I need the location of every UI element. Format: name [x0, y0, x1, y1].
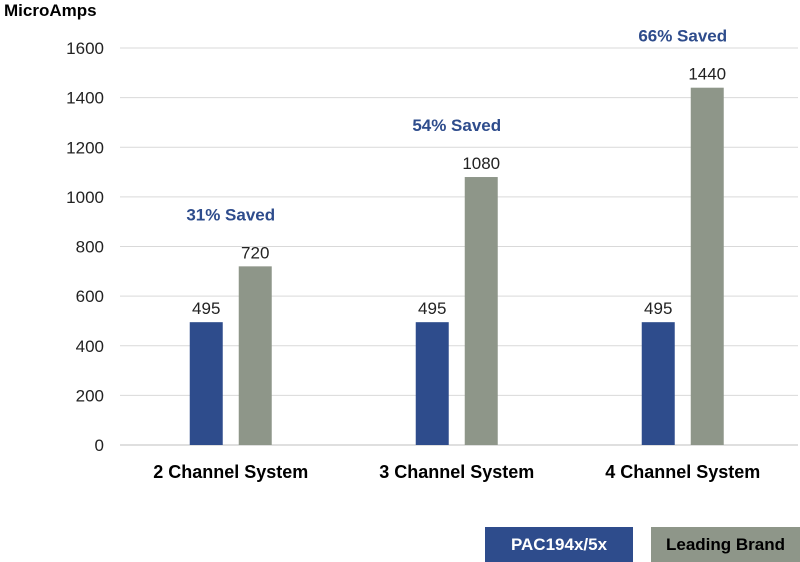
gridlines	[120, 47, 798, 446]
y-tick-label: 1400	[66, 89, 104, 108]
bars	[189, 87, 724, 445]
category-label: 2 Channel System	[153, 462, 308, 482]
legend-item-leading-brand: Leading Brand	[651, 527, 800, 562]
value-label: 1440	[688, 65, 726, 84]
legend-label: Leading Brand	[665, 534, 785, 554]
y-tick-label: 800	[76, 238, 104, 257]
annotation-saved: 31% Saved	[186, 205, 275, 224]
value-labels: 495 720 495 1080 495 1440	[192, 65, 726, 318]
y-tick-label: 400	[76, 337, 104, 356]
y-tick-label: 0	[95, 436, 104, 455]
value-label: 720	[241, 243, 269, 262]
value-label: 495	[192, 299, 220, 318]
annotation-saved: 66% Saved	[638, 27, 727, 46]
y-tick-label: 1600	[66, 39, 104, 58]
annotation-saved: 54% Saved	[412, 116, 501, 135]
legend-label: PAC194x/5x	[510, 534, 608, 554]
value-label: 1080	[462, 154, 500, 173]
value-label: 495	[418, 299, 446, 318]
category-label: 3 Channel System	[379, 462, 534, 482]
y-tick-label: 1200	[66, 138, 104, 157]
category-labels: 2 Channel System 3 Channel System 4 Channe…	[153, 462, 760, 482]
bar	[690, 87, 724, 445]
y-axis-ticks: 0 200 400 600 800 1000 1200 1400 1600	[66, 39, 104, 455]
y-tick-label: 200	[76, 386, 104, 405]
bar	[641, 322, 675, 445]
savings-annotations: 31% Saved 54% Saved 66% Saved	[186, 27, 727, 225]
value-label: 495	[644, 299, 672, 318]
category-label: 4 Channel System	[605, 462, 760, 482]
y-tick-label: 1000	[66, 188, 104, 207]
bar	[189, 322, 223, 445]
bar	[464, 177, 498, 445]
legend-item-pac194x: PAC194x/5x	[485, 527, 633, 562]
y-axis-label: MicroAmps	[4, 1, 97, 20]
bar	[415, 322, 449, 445]
bar	[238, 266, 272, 445]
y-tick-label: 600	[76, 287, 104, 306]
